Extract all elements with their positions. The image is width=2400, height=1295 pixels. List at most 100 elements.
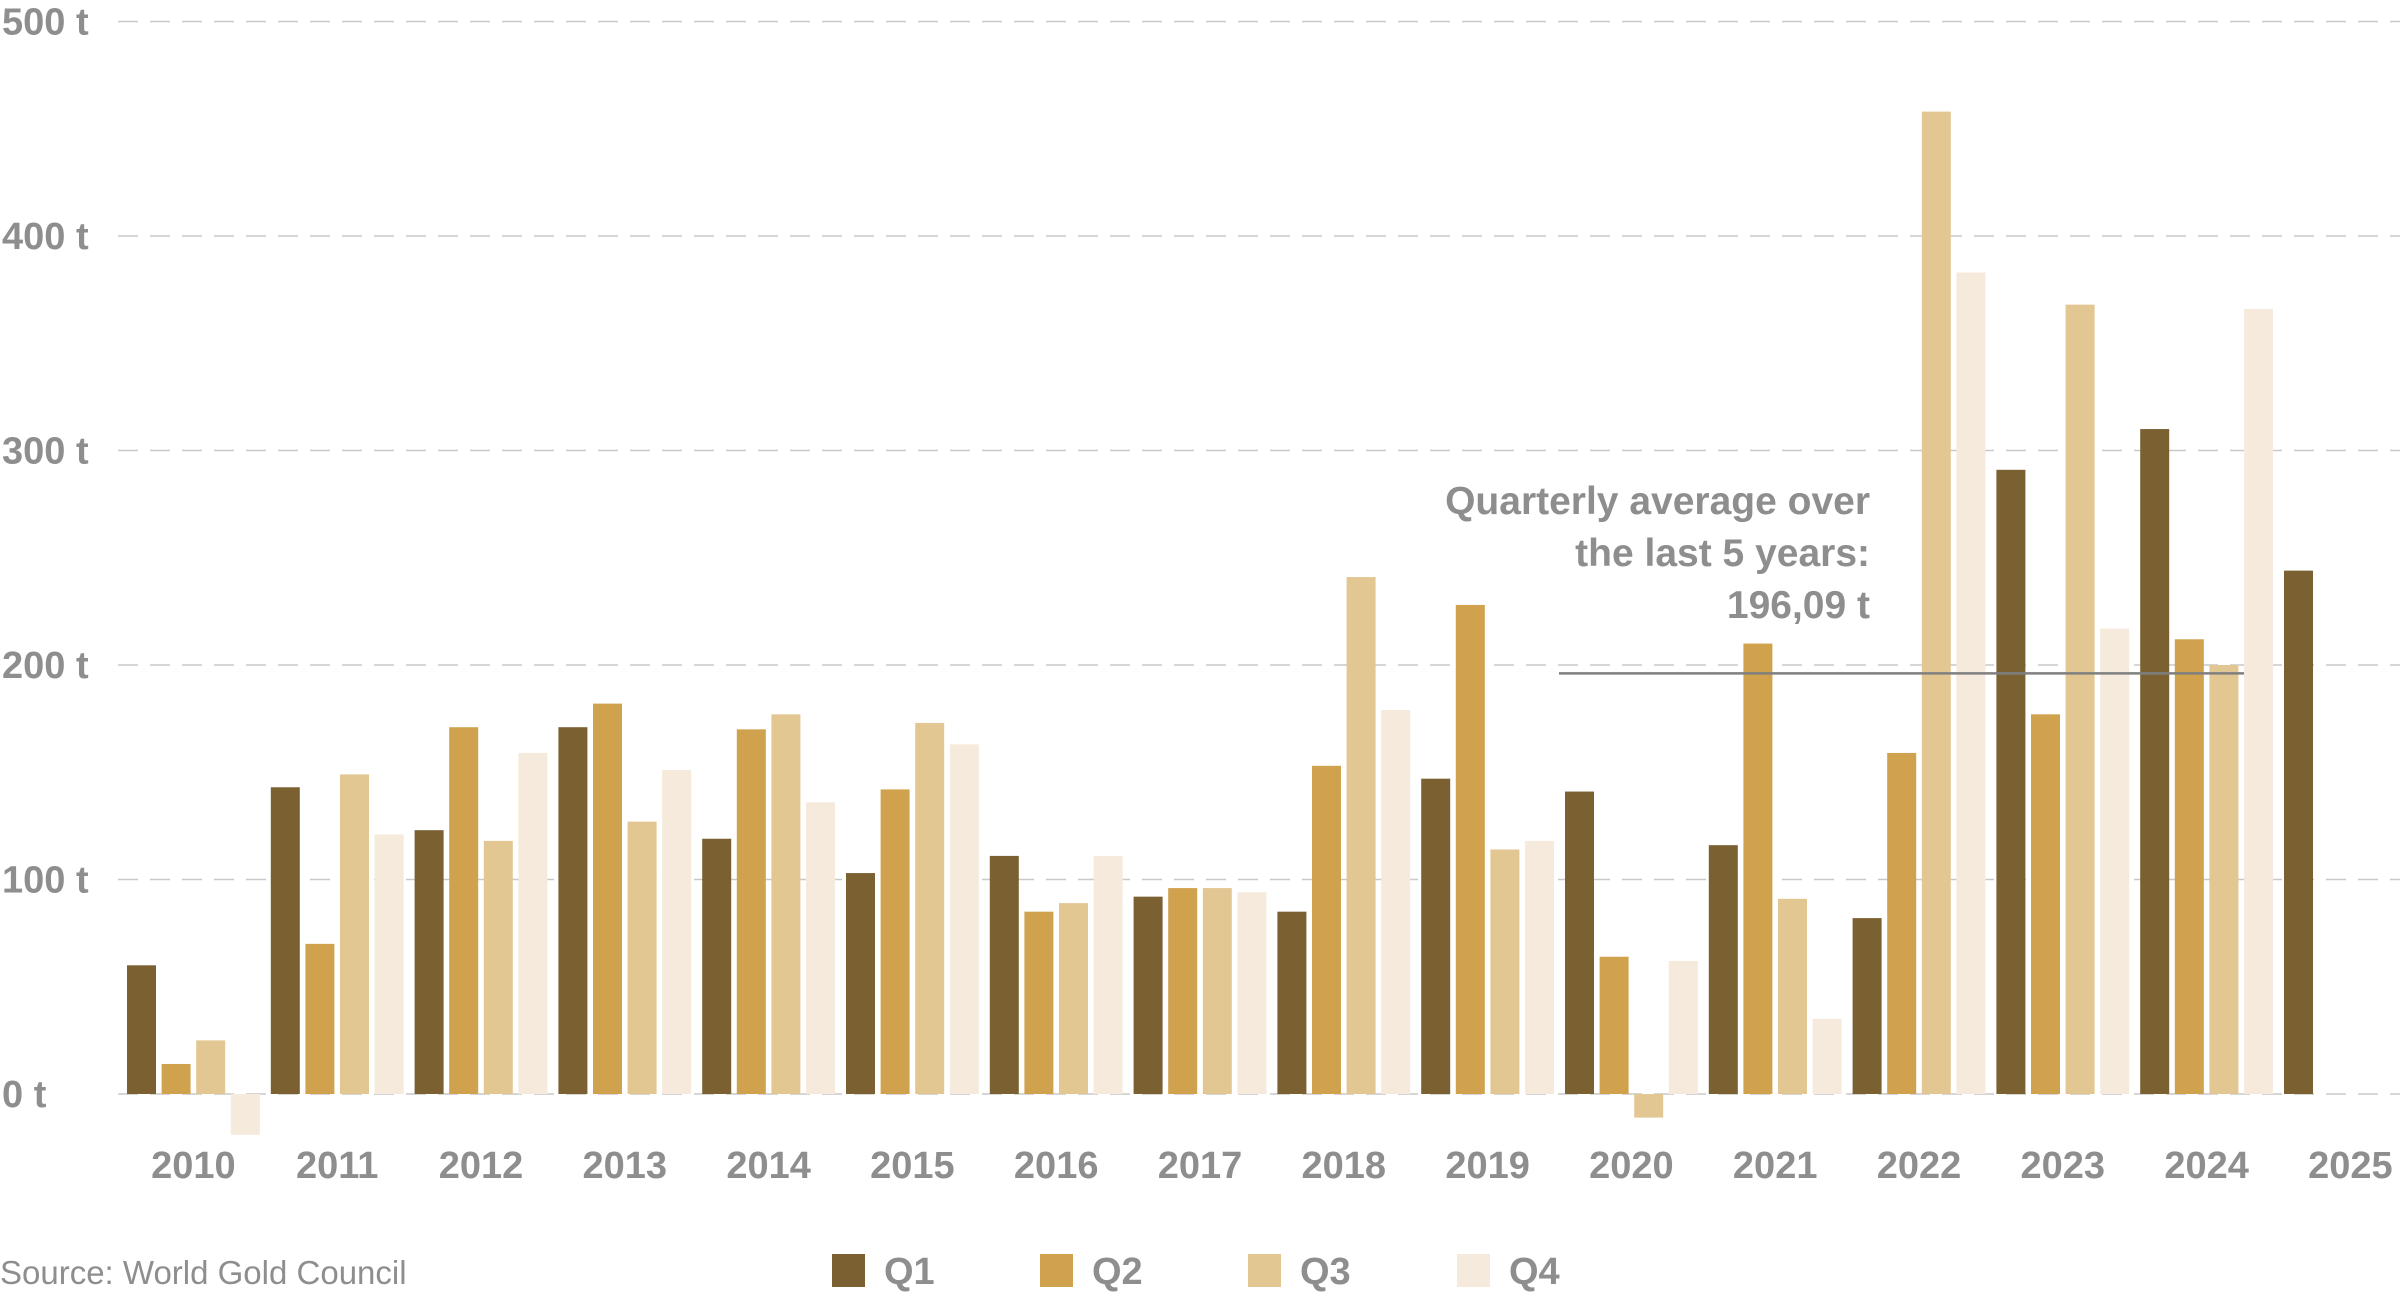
legend-label-q4: Q4 [1509,1251,1560,1293]
bar-q2-2023 [2031,714,2060,1094]
bar-q4-2023 [2100,628,2130,1094]
bar-q4-2013 [662,770,692,1094]
bar-q3-2015 [915,722,945,1094]
bar-q1-2015 [846,873,875,1094]
x-tick-label: 2017 [1158,1145,1243,1187]
bar-q4-2017 [1237,892,1267,1094]
bar-q3-2020 [1634,1094,1664,1118]
y-tick-label: 0 t [2,1074,47,1116]
bar-q3-2017 [1202,888,1232,1094]
bar-q1-2022 [1852,918,1882,1094]
y-tick-label: 100 t [2,860,89,902]
bar-q4-2018 [1381,710,1411,1094]
bar-q3-2014 [771,714,801,1094]
x-tick-label: 2025 [2308,1145,2393,1187]
x-tick-label: 2019 [1445,1145,1530,1187]
bar-q4-2010 [230,1094,260,1135]
bar-q2-2022 [1887,752,1917,1094]
bar-q1-2025 [2284,570,2313,1094]
bar-q1-2023 [1996,469,2026,1094]
bar-q4-2011 [374,834,404,1094]
bar-q2-2012 [449,727,479,1094]
bar-q3-2016 [1059,903,1088,1094]
x-tick-label: 2018 [1302,1145,1387,1187]
bar-q2-2018 [1312,765,1341,1094]
bar-q3-2024 [2209,665,2239,1094]
bar-q3-2021 [1778,898,1807,1094]
bar-q4-2014 [806,802,835,1094]
x-tick-label: 2023 [2021,1145,2106,1187]
y-tick-label: 400 t [2,216,89,258]
bar-q4-2016 [1093,855,1123,1094]
x-tick-label: 2011 [296,1145,378,1187]
x-tick-label: 2020 [1589,1145,1674,1187]
bar-q3-2019 [1490,849,1520,1094]
bar-q4-2020 [1668,961,1698,1094]
y-tick-label: 300 t [2,431,89,473]
bar-q1-2017 [1133,896,1163,1094]
bar-q4-2015 [949,744,979,1094]
x-tick-label: 2021 [1733,1145,1818,1187]
bar-q1-2020 [1565,791,1594,1094]
bar-q1-2014 [702,838,732,1094]
x-tick-label: 2015 [870,1145,955,1187]
x-tick-label: 2024 [2164,1145,2249,1187]
legend-swatch-q2 [1040,1254,1073,1287]
bar-q4-2019 [1525,840,1554,1094]
bar-q3-2013 [627,821,657,1094]
bar-q2-2015 [880,789,910,1094]
x-tick-label: 2013 [583,1145,668,1187]
bar-q2-2016 [1024,911,1054,1094]
x-tick-label: 2016 [1014,1145,1099,1187]
legend-label-q3: Q3 [1300,1251,1351,1293]
x-tick-label: 2022 [1877,1145,1962,1187]
y-tick-label: 200 t [2,645,89,687]
bar-q2-2021 [1743,643,1773,1094]
bar-q2-2013 [593,703,622,1094]
bar-q2-2024 [2174,639,2204,1094]
bars [127,111,2313,1135]
bar-q3-2023 [2065,304,2095,1094]
bar-q1-2011 [270,787,300,1094]
bar-q4-2021 [1812,1018,1842,1094]
bar-q3-2010 [196,1040,226,1094]
x-tick-label: 2012 [439,1145,524,1187]
bar-q2-2020 [1599,956,1629,1094]
bar-q2-2011 [305,943,335,1094]
bar-q2-2017 [1168,888,1198,1094]
annotation: Quarterly average over the last 5 years: 1… [1445,480,1870,627]
bar-q1-2021 [1708,845,1738,1094]
legend-swatch-q4 [1457,1254,1490,1287]
bar-q3-2018 [1346,577,1376,1094]
bar-q3-2022 [1921,111,1951,1095]
bar-q1-2010 [127,965,156,1094]
legend-swatch-q1 [832,1254,865,1287]
bar-q1-2019 [1421,778,1451,1094]
y-axis-labels: 0 t 100 t 200 t 300 t 400 t 500 t [2,2,89,1117]
bar-q1-2012 [414,830,444,1094]
legend-label-q1: Q1 [884,1251,935,1293]
bar-q3-2011 [340,774,369,1094]
bar-q4-2012 [518,752,548,1094]
source-note: Source: World Gold Council [0,1254,407,1291]
bar-q3-2012 [483,840,513,1094]
bar-q4-2024 [2244,308,2273,1094]
annotation-line: 196,09 t [1727,584,1870,627]
y-tick-label: 500 t [2,2,89,44]
legend: Q1 Q2 Q3 Q4 [832,1251,1560,1293]
bar-q4-2022 [1956,272,1986,1095]
x-axis-labels: 2010 2011 2012 2013 2014 2015 2016 2017 2018 2019… [151,1145,2393,1187]
x-tick-label: 2014 [726,1145,811,1187]
legend-label-q2: Q2 [1092,1251,1143,1293]
bar-q1-2013 [558,727,588,1094]
annotation-line: the last 5 years: [1575,532,1870,575]
legend-swatch-q3 [1248,1254,1281,1287]
bar-q1-2016 [989,855,1019,1094]
bar-q2-2019 [1455,604,1485,1094]
bar-q1-2018 [1277,911,1307,1094]
bar-q2-2010 [161,1063,191,1094]
x-tick-label: 2010 [151,1145,236,1187]
annotation-line: Quarterly average over [1445,480,1870,523]
bar-q1-2024 [2140,429,2170,1094]
